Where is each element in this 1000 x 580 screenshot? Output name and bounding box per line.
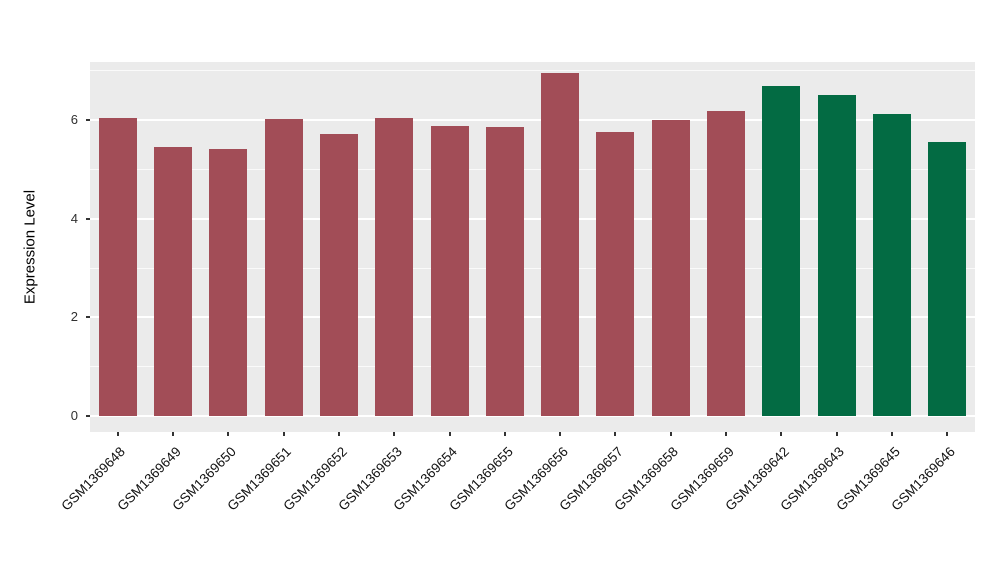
bar-GSM1369653: [375, 117, 414, 416]
y-axis: 0 2 4 6: [0, 62, 90, 432]
y-tick-mark: [86, 316, 90, 319]
gridline-minor: [90, 169, 975, 170]
x-tick-mark: [780, 432, 783, 436]
bar-GSM1369642: [762, 85, 801, 416]
gridline-minor: [90, 267, 975, 269]
x-tick-mark: [669, 432, 672, 436]
gridline-minor: [90, 70, 975, 72]
plot-panel: [90, 62, 975, 436]
y-axis-title: Expression Level: [21, 189, 39, 305]
y-tick-label: 6: [70, 112, 78, 128]
bar-GSM1369657: [596, 131, 635, 416]
y-tick-mark: [86, 217, 90, 220]
x-tick-mark: [282, 432, 285, 436]
bar-GSM1369646: [928, 142, 967, 416]
x-tick-mark: [227, 432, 230, 436]
bar-GSM1369655: [485, 126, 524, 416]
x-tick-mark: [393, 432, 396, 436]
y-tick-label: 0: [70, 408, 78, 423]
x-tick-mark: [503, 432, 506, 436]
bar-GSM1369643: [817, 94, 856, 416]
bar-GSM1369658: [651, 119, 690, 416]
x-tick-mark: [559, 432, 562, 436]
bar-GSM1369645: [873, 113, 912, 416]
x-tick-mark: [614, 432, 617, 436]
bar-GSM1369656: [541, 73, 580, 416]
bar-GSM1369651: [264, 118, 303, 416]
gridline-major: [90, 119, 975, 122]
x-tick-mark: [835, 432, 838, 436]
y-tick-label: 4: [70, 210, 78, 226]
y-tick-mark: [86, 119, 90, 122]
bar-GSM1369649: [153, 147, 192, 416]
x-tick-mark: [116, 432, 119, 436]
bar-GSM1369648: [98, 117, 137, 416]
x-tick-mark: [448, 432, 451, 436]
bar-GSM1369654: [430, 126, 469, 416]
gridline-minor: [90, 366, 975, 368]
gridline-major: [90, 316, 975, 319]
y-tick-label: 2: [70, 309, 78, 325]
x-tick-mark: [891, 432, 894, 436]
x-tick-mark: [337, 432, 340, 436]
x-axis: GSM1369648 GSM1369649 GSM1369650 GSM1369651…: [59, 438, 975, 578]
bar-GSM1369650: [209, 148, 248, 416]
y-tick-mark: [86, 415, 90, 417]
gridline-major: [90, 217, 975, 220]
x-tick-mark: [171, 432, 174, 436]
x-tick-mark: [946, 432, 949, 436]
gridline-major: [90, 415, 975, 417]
bar-GSM1369659: [707, 111, 746, 416]
bar-GSM1369652: [319, 133, 358, 416]
x-tick-mark: [725, 432, 728, 436]
